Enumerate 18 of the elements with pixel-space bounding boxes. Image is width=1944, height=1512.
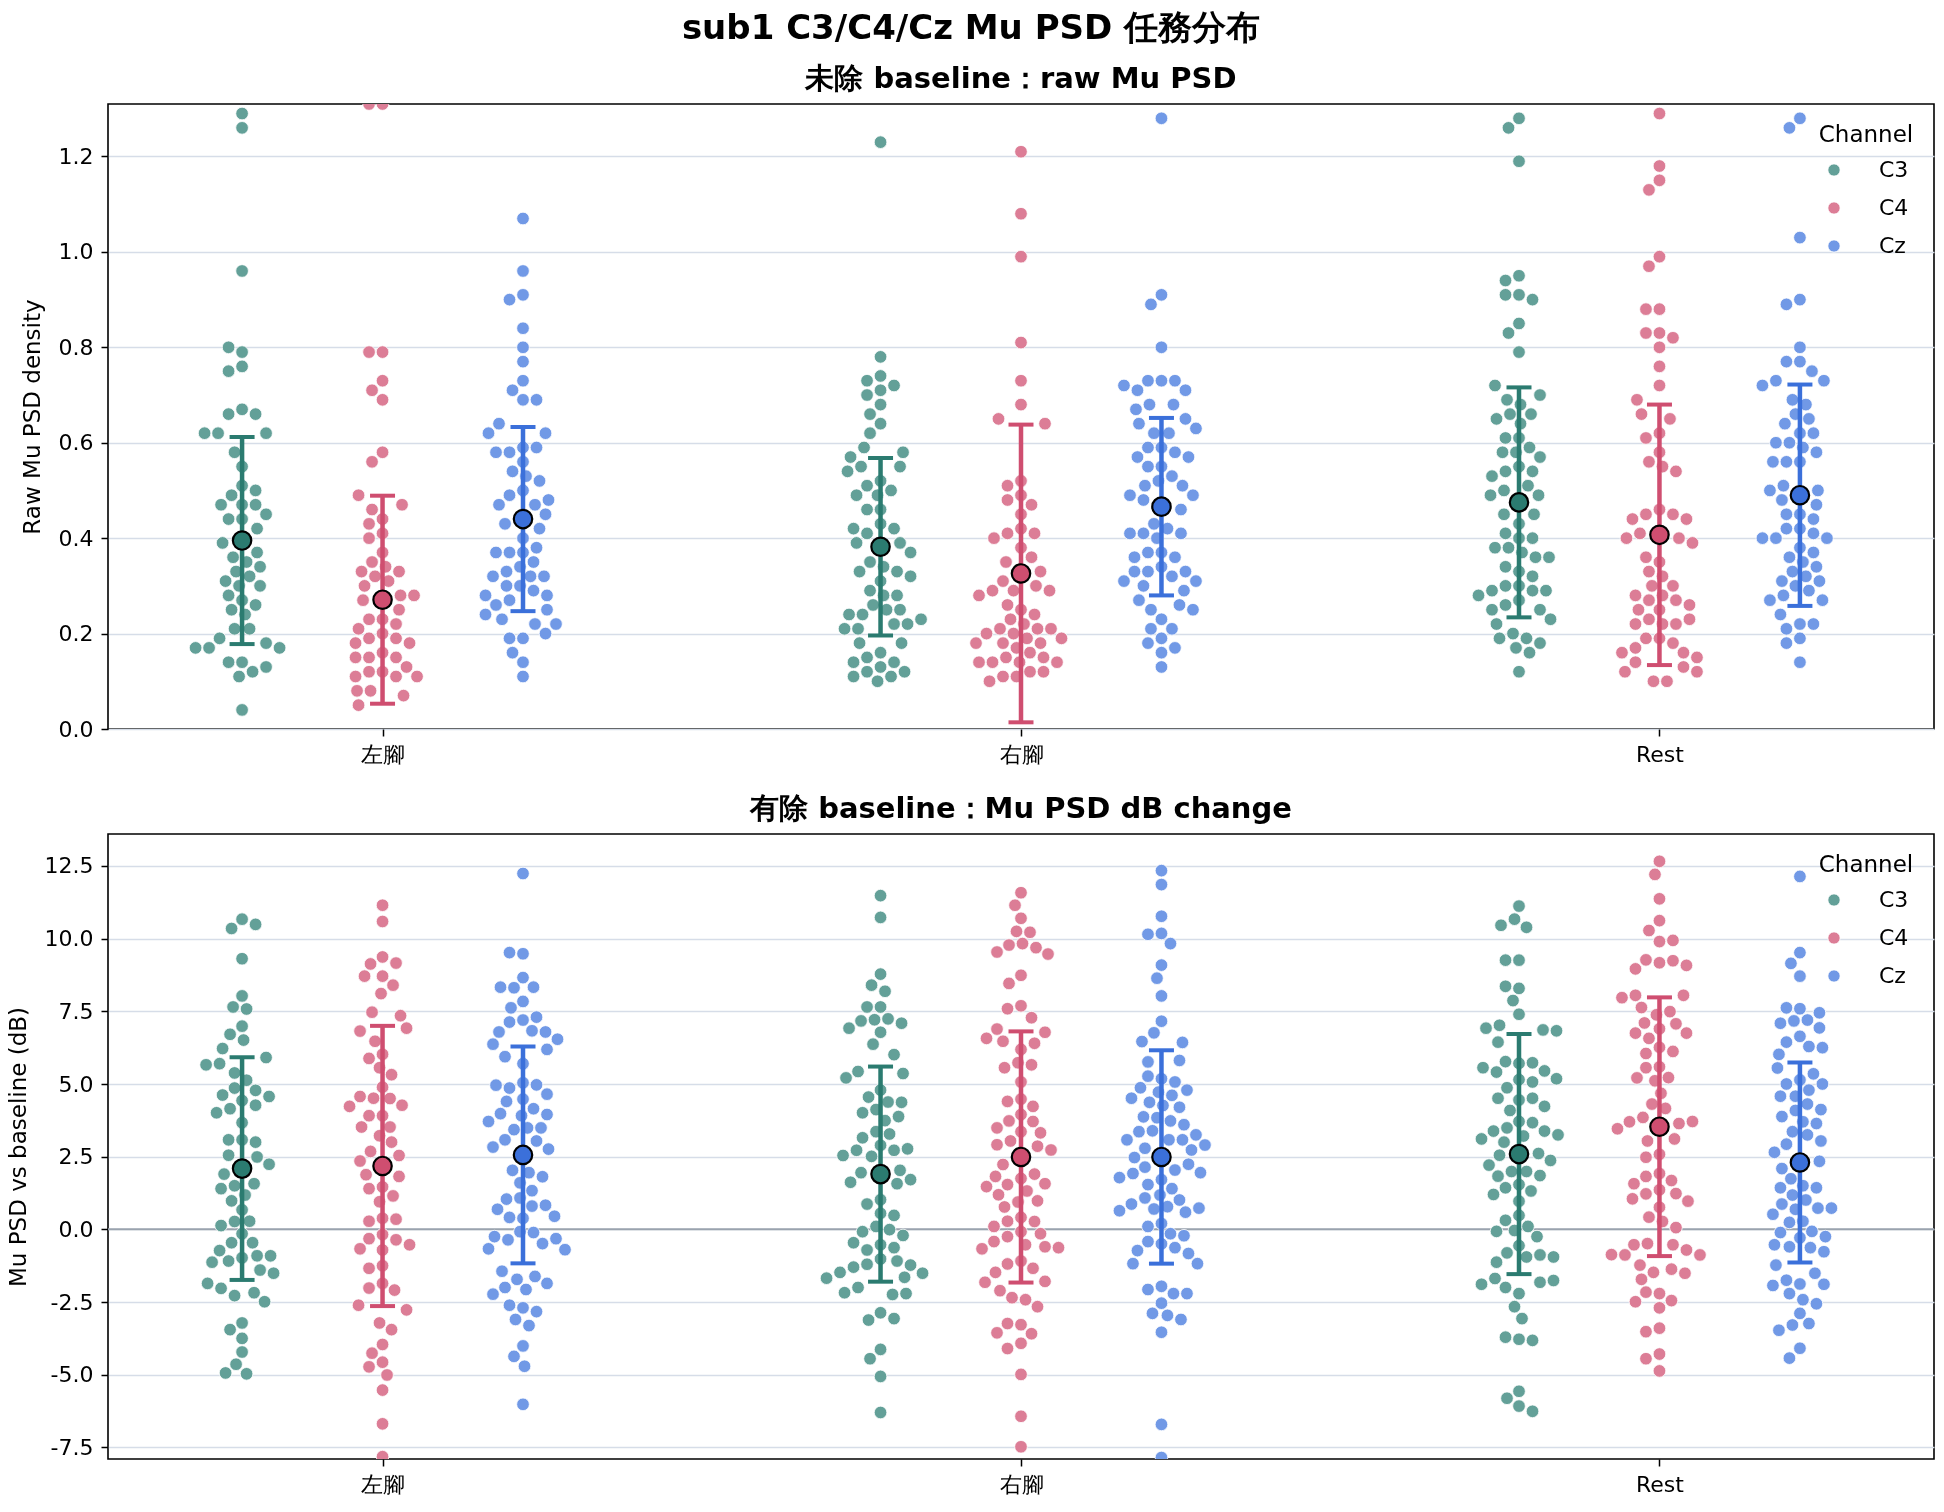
y-tick-label: -5.0 [50,1362,94,1388]
y-tick-label: 2.5 [58,1144,94,1170]
legend-label: C4 [1879,925,1909,950]
y-tick-label: 5.0 [58,1071,94,1097]
y-axis-title: Mu PSD vs baseline (dB) [4,1006,31,1288]
legend-label: Cz [1879,963,1906,988]
x-tick-label: Rest [1636,1471,1685,1497]
y-tick-label: 7.5 [58,998,94,1024]
legend-title: Channel [1818,851,1914,877]
y-tick-label: -2.5 [50,1289,94,1315]
x-tick-label: 右腳 [999,1471,1044,1497]
y-tick-label: 12.5 [44,853,94,879]
x-tick-label: 左腳 [361,1471,406,1497]
y-tick-label: -7.5 [50,1434,94,1460]
y-tick-label: 10.0 [44,926,94,952]
y-tick-label: 0.0 [58,1216,94,1242]
chart-title: 有除 baseline：Mu PSD dB change [749,791,1292,825]
legend-label: C3 [1879,887,1909,912]
